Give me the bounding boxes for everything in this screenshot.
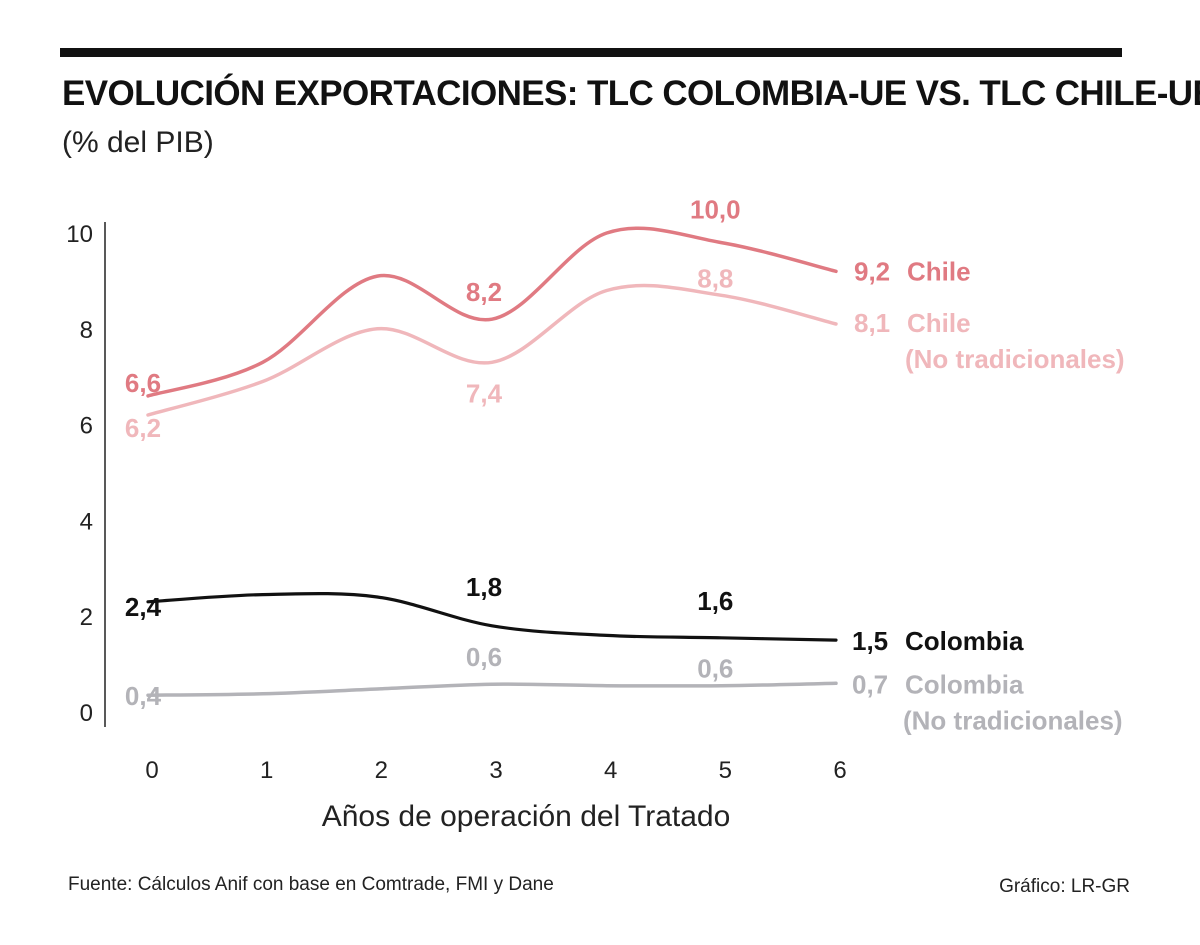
series-end-value: 1,5	[852, 626, 888, 656]
series-end-name: Chile	[907, 256, 971, 286]
x-axis-title: Años de operación del Tratado	[321, 800, 731, 833]
y-tick-label: 4	[80, 508, 93, 535]
y-tick-label: 0	[80, 700, 93, 727]
series-end-name: Chile	[907, 308, 971, 338]
series-end-name: Colombia	[905, 669, 1024, 699]
graphic-credit: Gráfico: LR-GR	[999, 876, 1130, 897]
series-end-label: 9,2 Chile	[854, 256, 971, 286]
series-line	[146, 591, 838, 642]
x-tick-label: 4	[604, 757, 617, 784]
chart-subtitle: (% del PIB)	[62, 126, 214, 159]
series-line	[146, 283, 838, 417]
series-end-label: 1,5 Colombia	[852, 626, 1024, 656]
x-tick-label: 3	[489, 757, 502, 784]
y-tick-label: 8	[80, 317, 93, 344]
series-end-value: 9,2	[854, 256, 890, 286]
x-tick-label: 1	[260, 757, 273, 784]
data-label: 0,6	[697, 654, 733, 684]
series-lines	[146, 226, 838, 697]
data-label: 6,6	[125, 368, 161, 398]
y-tick-label: 10	[66, 221, 93, 248]
data-label: 1,6	[697, 586, 733, 616]
data-label: 7,4	[466, 378, 503, 408]
series-end-value: 8,1	[854, 308, 890, 338]
data-label: 1,8	[466, 572, 502, 602]
data-labels: 6,6 8,2 10,0 9,2 Chile 6,2 7,4 8,8 8,1 Chile (No t…	[125, 195, 1125, 736]
x-tick-label: 2	[375, 757, 388, 784]
data-label: 6,2	[125, 413, 161, 443]
series-end-note: (No tradicionales)	[903, 705, 1123, 735]
source-note: Fuente: Cálculos Anif con base en Comtra…	[68, 874, 554, 895]
data-label: 10,0	[690, 195, 741, 225]
series-end-label: 0,7 Colombia (No tradicionales)	[852, 669, 1123, 735]
top-rule	[60, 48, 1122, 57]
x-tick-label: 6	[833, 757, 846, 784]
x-axis-ticks: 0 1 2 3 4 5 6	[145, 757, 846, 784]
data-label: 8,8	[697, 263, 733, 293]
series-end-label: 8,1 Chile (No tradicionales)	[854, 308, 1125, 374]
series-end-value: 0,7	[852, 669, 888, 699]
y-tick-label: 6	[80, 413, 93, 440]
data-label: 8,2	[466, 277, 502, 307]
series-line	[146, 226, 838, 398]
data-label: 0,4	[125, 681, 162, 711]
series-line	[146, 681, 838, 697]
x-tick-label: 0	[145, 757, 158, 784]
data-label: 0,6	[466, 642, 502, 672]
y-tick-label: 2	[80, 604, 93, 631]
series-end-note: (No tradicionales)	[905, 344, 1125, 374]
series-end-name: Colombia	[905, 626, 1024, 656]
data-label: 2,4	[125, 592, 162, 622]
x-tick-label: 5	[719, 757, 732, 784]
y-axis-ticks: 0 2 4 6 8 10	[66, 221, 93, 727]
chart-title: EVOLUCIÓN EXPORTACIONES: TLC COLOMBIA-UE…	[62, 74, 1200, 113]
